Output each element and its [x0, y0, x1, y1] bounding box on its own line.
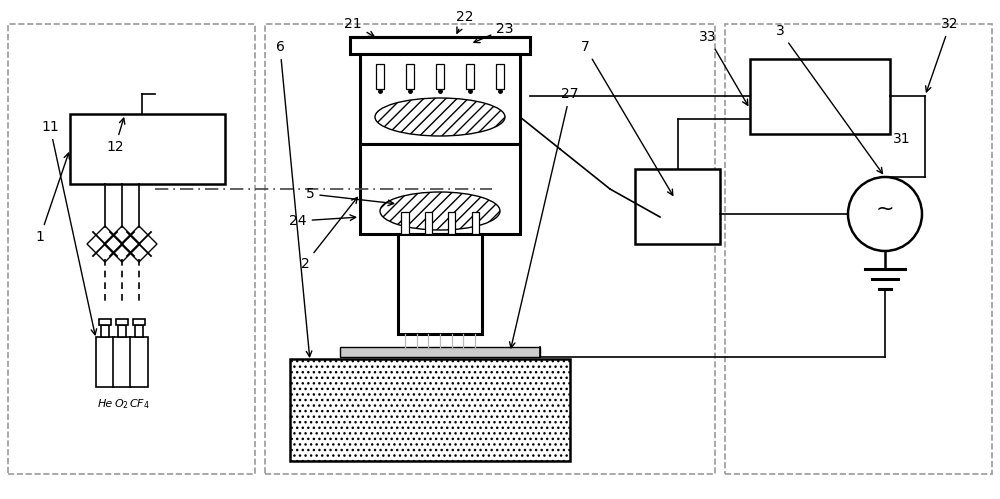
Text: 33: 33 — [699, 30, 748, 105]
Bar — [635, 169, 720, 244]
Bar — [70, 114, 225, 184]
Bar — [376, 64, 384, 89]
Bar — [436, 64, 444, 89]
Ellipse shape — [380, 192, 500, 230]
Bar — [425, 212, 432, 234]
Bar — [290, 359, 570, 461]
Bar — [360, 54, 520, 144]
Ellipse shape — [375, 98, 505, 136]
Text: 1: 1 — [36, 153, 69, 244]
Bar — [725, 24, 992, 474]
Text: 22: 22 — [456, 10, 474, 33]
Text: 6: 6 — [276, 40, 312, 357]
Text: 3: 3 — [776, 24, 882, 174]
Text: 5: 5 — [306, 187, 394, 206]
Bar — [8, 24, 255, 474]
Text: 27: 27 — [510, 87, 579, 348]
Bar — [101, 325, 109, 337]
Bar — [398, 234, 482, 334]
Bar — [448, 212, 455, 234]
Bar — [340, 347, 540, 357]
Bar — [466, 64, 474, 89]
Text: 7: 7 — [581, 40, 673, 195]
Bar — [265, 24, 715, 474]
Bar — [99, 319, 111, 325]
Bar — [360, 144, 520, 234]
Text: 12: 12 — [106, 118, 125, 154]
Bar — [116, 319, 128, 325]
Bar — [113, 337, 131, 387]
Text: He: He — [97, 399, 113, 409]
Bar — [96, 337, 114, 387]
Bar — [118, 325, 126, 337]
Text: 31: 31 — [893, 132, 911, 146]
Text: 11: 11 — [41, 120, 97, 335]
Bar — [401, 212, 409, 234]
Bar — [130, 337, 148, 387]
Text: CF$_4$: CF$_4$ — [129, 397, 149, 411]
Text: 2: 2 — [301, 198, 357, 271]
Bar — [406, 64, 414, 89]
Text: 32: 32 — [926, 17, 959, 92]
Bar — [133, 319, 145, 325]
Text: 24: 24 — [289, 214, 356, 228]
Bar — [750, 59, 890, 134]
Bar — [496, 64, 504, 89]
Text: 23: 23 — [474, 22, 514, 42]
Text: 21: 21 — [344, 17, 374, 37]
Bar — [472, 212, 479, 234]
Text: O$_2$: O$_2$ — [114, 397, 130, 411]
Bar — [350, 37, 530, 54]
Bar — [135, 325, 143, 337]
Text: ~: ~ — [876, 199, 894, 219]
